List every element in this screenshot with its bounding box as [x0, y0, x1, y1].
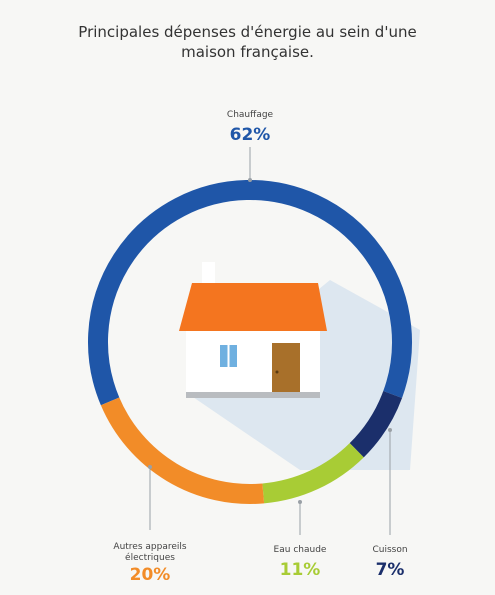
house-roof — [179, 283, 327, 331]
chart-title: Principales dépenses d'énergie au sein d… — [78, 23, 417, 61]
category-label: Eau chaude — [273, 545, 327, 555]
value-label: 62% — [229, 125, 271, 145]
value-label: 11% — [279, 560, 321, 580]
leader-dot — [248, 178, 252, 182]
house-illustration — [179, 262, 420, 470]
value-label: 20% — [129, 565, 171, 585]
donut-segment — [349, 390, 403, 458]
house-base — [186, 392, 320, 398]
category-label: Autres appareils électriques — [113, 542, 187, 563]
category-label: Cuisson — [372, 545, 408, 555]
value-label: 7% — [375, 560, 405, 580]
leader-dot — [148, 465, 152, 469]
donut-segment — [100, 397, 265, 504]
category-label: Chauffage — [226, 110, 274, 120]
donut-segment — [262, 442, 364, 504]
leader-dot — [388, 428, 392, 432]
donut-segment — [88, 180, 412, 406]
door — [272, 343, 300, 395]
leader-dot — [298, 500, 302, 504]
door-knob — [275, 370, 279, 374]
